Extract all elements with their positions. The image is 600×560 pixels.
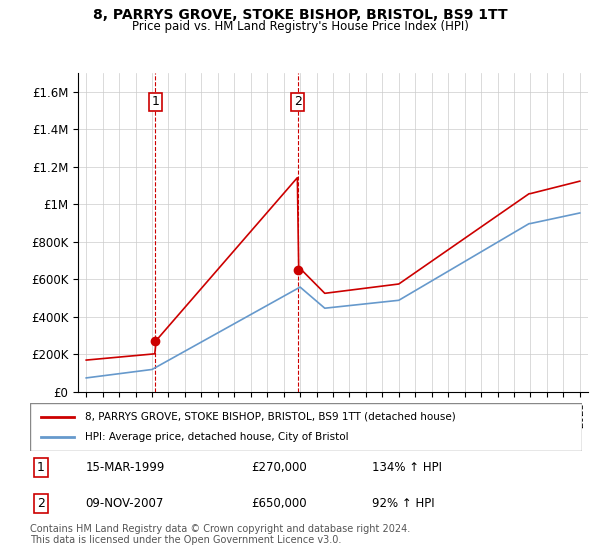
- Text: 1: 1: [37, 461, 45, 474]
- Text: HPI: Average price, detached house, City of Bristol: HPI: Average price, detached house, City…: [85, 432, 349, 442]
- Text: 2: 2: [294, 95, 302, 108]
- Text: 15-MAR-1999: 15-MAR-1999: [85, 461, 164, 474]
- Text: 134% ↑ HPI: 134% ↑ HPI: [372, 461, 442, 474]
- Text: 8, PARRYS GROVE, STOKE BISHOP, BRISTOL, BS9 1TT (detached house): 8, PARRYS GROVE, STOKE BISHOP, BRISTOL, …: [85, 412, 456, 422]
- Text: 8, PARRYS GROVE, STOKE BISHOP, BRISTOL, BS9 1TT: 8, PARRYS GROVE, STOKE BISHOP, BRISTOL, …: [92, 8, 508, 22]
- Text: £650,000: £650,000: [251, 497, 307, 510]
- Text: 09-NOV-2007: 09-NOV-2007: [85, 497, 164, 510]
- Text: Price paid vs. HM Land Registry's House Price Index (HPI): Price paid vs. HM Land Registry's House …: [131, 20, 469, 32]
- Text: 1: 1: [152, 95, 160, 108]
- FancyBboxPatch shape: [30, 403, 582, 451]
- Text: 2: 2: [37, 497, 45, 510]
- Text: 92% ↑ HPI: 92% ↑ HPI: [372, 497, 435, 510]
- Text: £270,000: £270,000: [251, 461, 307, 474]
- Text: Contains HM Land Registry data © Crown copyright and database right 2024.
This d: Contains HM Land Registry data © Crown c…: [30, 524, 410, 545]
